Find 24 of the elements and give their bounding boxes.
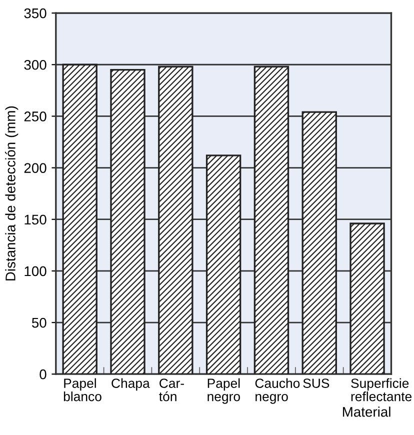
y-tick-label: 250 [24, 112, 46, 122]
y-tick-label: 50 [32, 318, 46, 328]
x-tick-label: Papel negro [208, 378, 240, 404]
y-tick-label: 150 [24, 214, 46, 225]
y-tick-label: 0 [40, 369, 46, 380]
y-axis-title: Distancia de detección (mm) [5, 106, 18, 280]
x-tick-label: Superficie reflectante [351, 378, 412, 402]
x-tick-label: Caucho negro [255, 378, 300, 404]
y-tick-label: 300 [24, 60, 46, 70]
bar [158, 66, 194, 374]
y-tick-label: 200 [24, 163, 46, 173]
x-tick-label: Chapa [112, 378, 150, 391]
bar [206, 154, 242, 374]
x-tick-label: Car- tón [159, 378, 184, 402]
bar [350, 222, 385, 374]
x-axis-title: Material [342, 406, 390, 417]
y-tick-label: 350 [24, 8, 46, 18]
bar [254, 66, 290, 374]
y-tick-label: 100 [24, 266, 46, 276]
bar [302, 111, 337, 374]
x-tick-label: SUS [303, 378, 330, 388]
bar [62, 64, 98, 374]
x-tick-label: Papel blanco [64, 378, 102, 402]
bar [110, 68, 146, 374]
